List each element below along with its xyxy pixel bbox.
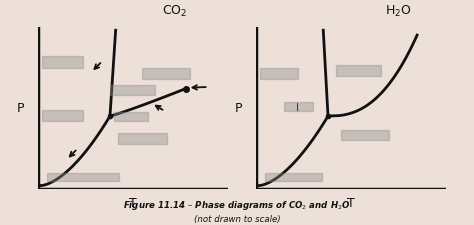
Bar	[110, 85, 155, 95]
Bar	[142, 68, 190, 79]
Bar	[42, 56, 83, 68]
Text: T: T	[129, 197, 137, 210]
Text: (not drawn to scale): (not drawn to scale)	[194, 215, 280, 224]
Bar	[336, 65, 381, 76]
Bar	[284, 101, 313, 111]
Bar	[118, 133, 167, 144]
Bar	[47, 173, 119, 181]
Text: H$_2$O: H$_2$O	[385, 4, 411, 19]
Bar	[265, 173, 322, 181]
Bar	[341, 130, 389, 140]
Text: CO$_2$: CO$_2$	[162, 4, 187, 19]
Text: P: P	[235, 101, 243, 115]
Bar	[42, 110, 83, 121]
Bar	[260, 68, 298, 79]
Text: Figure 11.14 – Phase diagrams of CO$_2$ and H$_2$O: Figure 11.14 – Phase diagrams of CO$_2$ …	[123, 199, 351, 212]
Bar	[114, 112, 148, 121]
Text: T: T	[347, 197, 355, 210]
Text: l: l	[296, 103, 299, 113]
Text: P: P	[17, 101, 25, 115]
